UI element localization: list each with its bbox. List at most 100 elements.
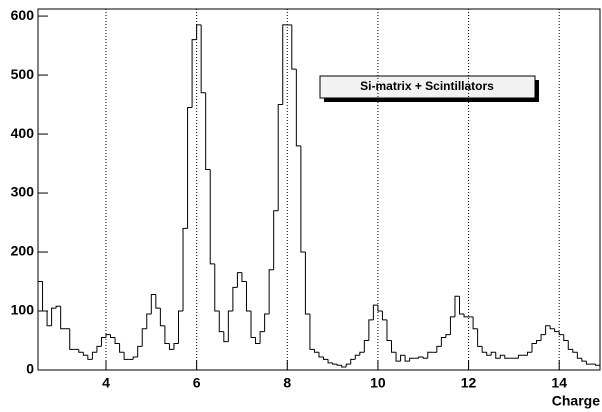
histogram-bin <box>132 356 138 360</box>
histogram-bin <box>304 252 310 315</box>
histogram-bin <box>572 349 578 353</box>
chart-title: Si-matrix + Scintillators <box>360 79 494 93</box>
histogram-bin <box>282 24 288 105</box>
histogram-bin <box>223 331 229 343</box>
histogram-bin <box>377 305 383 312</box>
histogram-bin <box>463 313 469 318</box>
histogram-bin <box>341 365 347 368</box>
histogram-bin <box>540 334 546 341</box>
x-tick-label: 4 <box>102 375 110 391</box>
histogram-bin <box>232 286 238 312</box>
x-tick-label: 6 <box>193 375 201 391</box>
x-tick-label: 12 <box>461 375 477 391</box>
y-tick-label: 300 <box>11 184 35 200</box>
histogram-bin <box>454 295 460 317</box>
histogram-bin <box>409 357 415 362</box>
histogram-bin <box>87 355 93 360</box>
histogram-bin <box>150 293 156 314</box>
histogram-bin <box>309 313 315 350</box>
histogram-bin <box>78 349 84 353</box>
histogram-bin <box>178 310 184 344</box>
histogram-bin <box>531 342 537 353</box>
histogram-bin <box>42 281 48 312</box>
histogram-bin <box>187 107 193 229</box>
histogram-bin <box>477 328 483 347</box>
histogram-bin <box>418 356 424 359</box>
histogram-bin <box>214 263 220 312</box>
histogram-bin <box>236 272 242 288</box>
y-tick-label: 600 <box>11 7 35 23</box>
histogram-bin <box>581 358 587 362</box>
histogram-bin <box>250 311 256 339</box>
histogram-bin <box>576 352 582 359</box>
y-tick-label: 400 <box>11 125 35 141</box>
histogram-bin <box>259 331 265 344</box>
histogram-bin <box>300 145 306 253</box>
histogram-bin <box>504 355 510 359</box>
histogram-bin <box>155 294 161 309</box>
histogram-bin <box>400 354 406 362</box>
histogram-bin <box>164 325 170 344</box>
x-tick-label: 14 <box>551 375 567 391</box>
histogram-bin <box>554 328 560 333</box>
x-tick-label: 10 <box>370 375 386 391</box>
histogram-bin <box>209 169 215 265</box>
histogram-bin <box>459 296 465 315</box>
histogram-bin <box>96 345 102 353</box>
y-tick-label: 0 <box>26 361 34 377</box>
histogram-bin <box>472 316 478 330</box>
histogram-bin <box>268 269 274 314</box>
histogram-bin <box>526 351 533 356</box>
histogram-bin <box>55 305 61 309</box>
histogram-bin <box>46 311 52 327</box>
histogram-bin <box>449 316 455 335</box>
histogram-bin <box>191 39 197 108</box>
histogram-bin <box>372 304 378 320</box>
histogram-bin <box>137 345 143 358</box>
histogram-bin <box>585 361 591 365</box>
histogram-bin <box>105 334 111 338</box>
histogram-bin <box>123 352 129 360</box>
histogram-bin <box>182 227 188 312</box>
histogram-bin <box>82 352 88 356</box>
histogram-bin <box>363 340 369 353</box>
histogram-bin <box>594 364 600 366</box>
histogram-bin <box>245 281 252 312</box>
histogram-bin <box>159 308 165 327</box>
histogram-bin <box>318 352 324 358</box>
histogram-bin <box>436 345 442 353</box>
histogram-bin <box>205 92 211 170</box>
histogram-bin <box>486 352 492 356</box>
histogram-bin <box>255 337 261 344</box>
histogram-bin <box>517 354 523 359</box>
histogram-bin <box>545 325 551 335</box>
title-box <box>319 75 536 99</box>
histogram-bin <box>549 325 555 330</box>
histogram-bin <box>536 340 542 344</box>
histogram-bin <box>146 313 152 329</box>
histogram-bin <box>100 337 106 347</box>
histogram-bin <box>323 357 329 360</box>
histogram-bin <box>295 69 301 147</box>
histogram-bin <box>264 313 270 332</box>
histogram-bin <box>368 319 374 341</box>
histogram-bin <box>336 364 342 366</box>
y-tick-label: 500 <box>11 66 35 82</box>
histogram-bin <box>313 349 319 353</box>
histogram-bin <box>440 337 446 347</box>
histogram-bin <box>386 319 392 342</box>
histogram-bin <box>381 311 387 321</box>
histogram-bin <box>391 340 397 353</box>
histogram-bin <box>60 306 66 330</box>
histogram-bin <box>404 355 410 362</box>
histogram-bin <box>359 351 365 356</box>
histogram-bin <box>499 354 505 359</box>
histogram-bin <box>563 334 569 342</box>
histogram-bin <box>345 363 351 368</box>
histogram-bin <box>114 337 120 344</box>
histogram-bin <box>119 343 125 353</box>
histogram-bin <box>200 24 206 94</box>
histogram-bin <box>332 362 338 365</box>
